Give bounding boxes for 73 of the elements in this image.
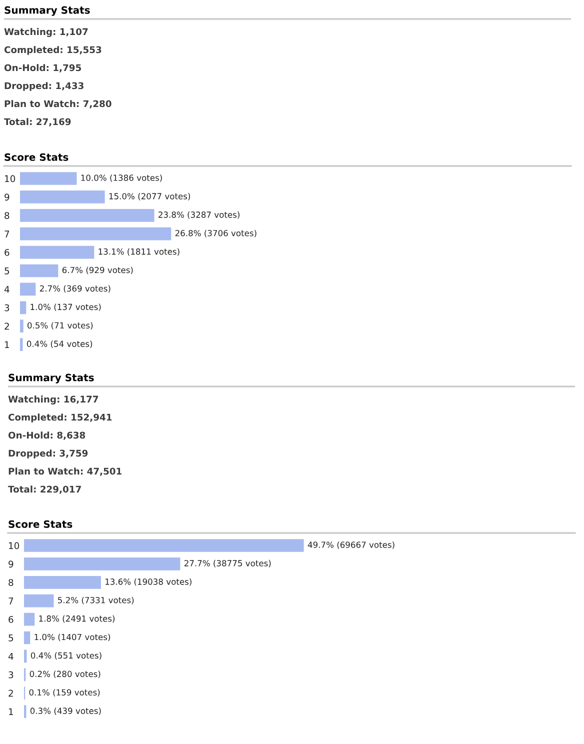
- bar: [20, 264, 58, 278]
- bar: [20, 282, 36, 296]
- text: Watching: 1,107: [4, 28, 88, 37]
- text: Dropped: 1,433: [4, 82, 84, 91]
- y-tick-label: 10: [9, 542, 20, 550]
- data-label: 6.7% (929 votes): [62, 266, 133, 274]
- text: Plan to Watch: 7,280: [4, 100, 112, 108]
- data-label: 15.0% (2077 votes): [109, 192, 190, 200]
- data-label: 49.7% (69667 votes): [308, 541, 394, 549]
- bar: [20, 227, 172, 240]
- text: Total: 229,017: [8, 486, 81, 494]
- text: Summary Stats: [8, 374, 94, 384]
- y-tick-label: 4: [4, 286, 10, 293]
- text: Watching: 16,177: [8, 396, 98, 404]
- y-tick-label: 8: [8, 579, 14, 586]
- data-label: 0.5% (71 votes): [28, 322, 93, 330]
- bar: [20, 320, 24, 333]
- y-tick-label: 8: [4, 212, 10, 220]
- text: On-Hold: 8,638: [8, 432, 86, 440]
- data-label: 27.7% (38775 votes): [184, 560, 271, 568]
- y-tick-label: 5: [4, 268, 10, 274]
- data-label: 0.4% (54 votes): [26, 340, 92, 348]
- bar: [20, 246, 94, 259]
- data-label: 0.1% (159 votes): [29, 689, 100, 696]
- bar: [24, 539, 304, 552]
- y-tick-label: 6: [4, 248, 10, 256]
- data-label: 13.6% (19038 votes): [106, 578, 192, 586]
- bar: [24, 576, 101, 589]
- y-tick-label: 5: [8, 634, 14, 642]
- text: Plan to Watch: 47,501: [8, 468, 122, 476]
- data-label: 10.0% (1386 votes): [81, 174, 162, 182]
- bar: [20, 190, 105, 204]
- bar: [24, 558, 180, 570]
- data-label: 1.0% (1407 votes): [34, 634, 110, 642]
- y-tick-label: 7: [4, 230, 10, 238]
- y-tick-label: 2: [4, 322, 9, 330]
- bar: [20, 172, 77, 185]
- bar: [24, 612, 35, 626]
- bar: [20, 338, 23, 351]
- text: Completed: 15,553: [4, 46, 102, 55]
- y-tick-label: 1: [5, 341, 9, 348]
- data-label: 0.3% (439 votes): [30, 708, 101, 715]
- chart-title: Score Stats: [8, 520, 72, 528]
- data-label: 5.2% (7331 votes): [58, 596, 134, 604]
- text: Total: 27,169: [4, 118, 71, 126]
- data-label: 1.0% (137 votes): [30, 304, 101, 312]
- text: On-Hold: 1,795: [4, 64, 82, 72]
- text: Dropped: 3,759: [8, 450, 88, 458]
- y-tick-label: 4: [8, 653, 14, 660]
- data-label: 0.4% (551 votes): [30, 652, 102, 660]
- data-label: 23.8% (3287 votes): [158, 211, 240, 219]
- bar: [24, 594, 54, 608]
- y-tick-label: 7: [8, 598, 14, 604]
- bar: [24, 631, 30, 644]
- data-label: 2.7% (369 votes): [40, 285, 110, 293]
- y-tick-label: 10: [5, 175, 16, 182]
- y-tick-label: 1: [9, 708, 13, 716]
- chart-title: Score Stats: [4, 153, 68, 161]
- data-label: 13.1% (1811 votes): [98, 248, 180, 256]
- text: Summary Stats: [4, 6, 90, 16]
- y-tick-label: 3: [4, 304, 10, 312]
- y-tick-label: 2: [8, 690, 13, 697]
- data-label: 0.2% (280 votes): [30, 670, 100, 678]
- y-tick-label: 9: [8, 560, 14, 568]
- bar: [20, 208, 154, 222]
- y-tick-label: 6: [8, 616, 14, 623]
- bar: [20, 301, 26, 314]
- y-tick-label: 9: [4, 194, 10, 201]
- data-label: 1.8% (2491 votes): [39, 615, 115, 623]
- data-label: 26.8% (3706 votes): [175, 230, 256, 238]
- text: Completed: 152,941: [8, 414, 112, 422]
- bar: [24, 650, 27, 663]
- y-tick-label: 3: [8, 671, 14, 678]
